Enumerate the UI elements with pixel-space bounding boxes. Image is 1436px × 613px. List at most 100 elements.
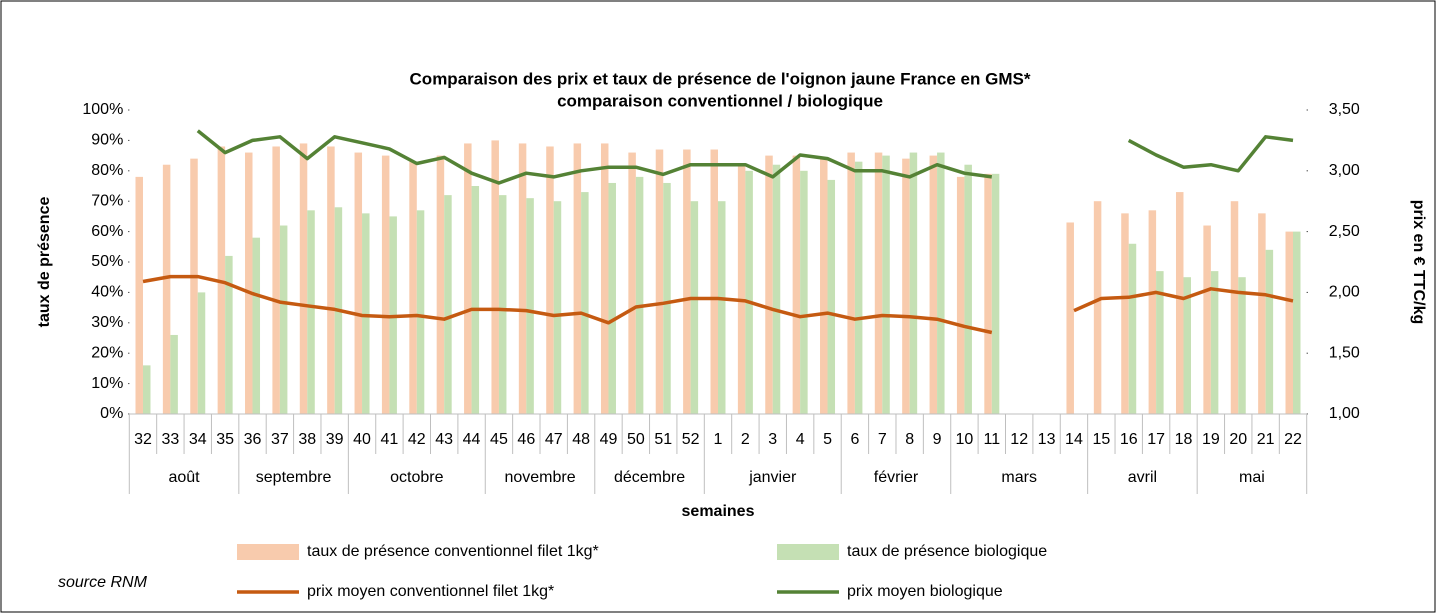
y2-tick-label: 1,50 <box>1329 344 1360 361</box>
bar <box>772 164 781 414</box>
group-label: septembre <box>256 469 332 486</box>
y2-tick-label: 2,00 <box>1329 284 1360 301</box>
bar <box>663 182 671 414</box>
bar <box>635 176 644 414</box>
bar <box>546 146 554 415</box>
bar <box>1203 225 1211 414</box>
bar <box>245 152 253 414</box>
x-tick-label: 9 <box>933 431 942 448</box>
y-tick-label: 60% <box>91 223 123 240</box>
legend-label: prix moyen conventionnel filet 1kg* <box>307 583 554 600</box>
bar <box>354 152 363 414</box>
bar <box>765 155 773 414</box>
x-tick-label: 14 <box>1065 431 1083 448</box>
x-tick-label: 12 <box>1010 431 1028 448</box>
bar <box>362 213 370 414</box>
bar <box>937 152 945 414</box>
x-tick-label: 36 <box>244 431 262 448</box>
bar <box>1285 231 1294 414</box>
y2-tick-label: 2,50 <box>1329 223 1360 240</box>
bar <box>471 186 480 414</box>
bar <box>279 225 288 414</box>
chart-subtitle: comparaison conventionnel / biologique <box>557 91 883 110</box>
bar <box>800 170 808 414</box>
bar <box>299 143 308 414</box>
x-tick-label: 4 <box>796 431 805 448</box>
bar <box>718 201 726 414</box>
bar <box>820 158 828 414</box>
x-tick-label: 22 <box>1284 431 1302 448</box>
bar <box>1265 249 1274 414</box>
bar <box>964 164 972 414</box>
group-label: avril <box>1128 469 1157 486</box>
bar <box>135 176 143 414</box>
x-tick-label: 39 <box>326 431 344 448</box>
x-tick-label: 41 <box>381 431 399 448</box>
bar <box>1156 271 1164 414</box>
bar <box>252 237 261 414</box>
bar <box>170 334 178 414</box>
x-tick-label: 3 <box>768 431 777 448</box>
line <box>142 274 1294 335</box>
x-tick-label: 15 <box>1092 431 1110 448</box>
bar <box>929 155 938 414</box>
x-tick-label: 11 <box>984 431 1001 448</box>
bar <box>1230 201 1239 414</box>
legend-label: prix moyen biologique <box>847 583 1003 600</box>
bar <box>416 210 425 414</box>
x-tick-label: 45 <box>490 431 508 448</box>
bar <box>307 210 315 414</box>
y-tick-label: 100% <box>82 101 123 118</box>
bar <box>381 155 390 414</box>
bar <box>1093 201 1102 414</box>
group-label: décembre <box>614 469 685 486</box>
bar <box>745 170 753 414</box>
bar <box>827 179 836 414</box>
x-axis-label: semaines <box>682 503 755 520</box>
x-tick-label: 18 <box>1175 431 1193 448</box>
bar <box>628 152 636 414</box>
bar <box>1121 213 1129 414</box>
bar <box>1293 231 1301 414</box>
y-tick-label: 20% <box>91 344 123 361</box>
bar <box>991 173 1000 414</box>
bar <box>491 140 499 414</box>
chart-title: Comparaison des prix et taux de présence… <box>410 69 1031 88</box>
y-tick-label: 10% <box>91 375 123 392</box>
bar <box>190 158 198 414</box>
y2-tick-label: 3,50 <box>1329 101 1360 118</box>
x-tick-label: 38 <box>298 431 316 448</box>
legend-label: taux de présence biologique <box>847 543 1047 560</box>
x-tick-label: 8 <box>905 431 914 448</box>
bar <box>436 155 445 414</box>
group-label: août <box>168 469 200 486</box>
x-tick-label: 19 <box>1202 431 1220 448</box>
bar <box>142 365 151 414</box>
y-tick-label: 70% <box>91 192 123 209</box>
x-tick-label: 50 <box>627 431 645 448</box>
y-axis-label: taux de présence <box>36 197 53 328</box>
bar <box>1238 277 1246 414</box>
bar <box>498 195 507 414</box>
x-tick-label: 48 <box>572 431 590 448</box>
x-tick-label: 1 <box>714 431 723 448</box>
y-tick-label: 50% <box>91 253 123 270</box>
bar <box>444 195 452 414</box>
bar <box>600 143 609 414</box>
bar <box>683 149 691 414</box>
y-tick-label: 0% <box>100 405 123 422</box>
bar <box>272 146 280 415</box>
bar <box>792 155 801 414</box>
y-tick-label: 30% <box>91 314 123 331</box>
y-tick-label: 90% <box>91 132 123 149</box>
bar <box>956 176 965 414</box>
bar <box>874 152 883 414</box>
x-tick-label: 6 <box>850 431 859 448</box>
legend-swatch <box>237 544 299 560</box>
bar <box>197 292 206 414</box>
bar <box>1128 243 1137 414</box>
x-tick-label: 35 <box>216 431 234 448</box>
bar <box>608 182 616 414</box>
y-tick-label: 80% <box>91 162 123 179</box>
bar <box>518 143 527 414</box>
